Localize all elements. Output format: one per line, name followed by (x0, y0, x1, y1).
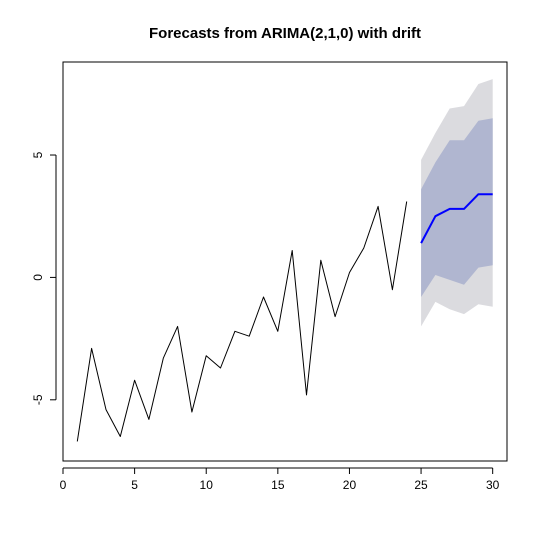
x-tick-label: 25 (414, 478, 428, 492)
observed-line (76, 201, 408, 442)
interval-80-band (421, 118, 493, 297)
y-tick-label: 5 (31, 151, 45, 158)
y-tick-label: 0 (31, 274, 45, 281)
x-tick-label: 30 (486, 478, 500, 492)
x-tick-label: 20 (343, 478, 357, 492)
x-tick-label: 10 (200, 478, 214, 492)
chart-title: Forecasts from ARIMA(2,1,0) with drift (149, 25, 421, 42)
y-tick-label: -5 (31, 394, 45, 405)
plot-frame (62, 61, 508, 462)
x-tick-label: 5 (131, 478, 138, 492)
x-tick-label: 0 (60, 478, 67, 492)
x-tick-label: 15 (271, 478, 285, 492)
forecast-line (420, 193, 493, 244)
